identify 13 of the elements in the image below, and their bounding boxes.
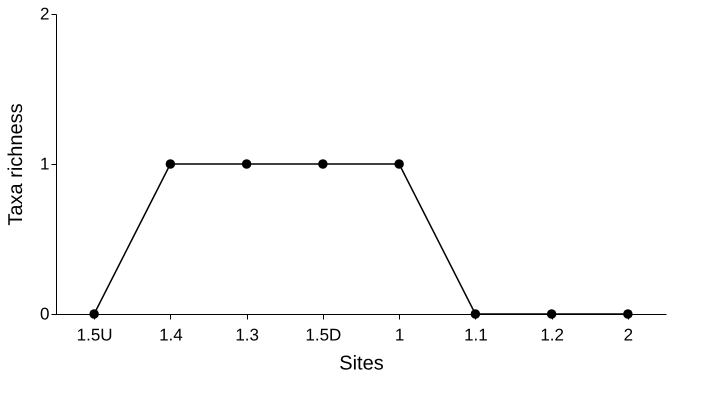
x-tick-label: 1.5U <box>76 326 113 344</box>
y-tick-label: 2 <box>40 4 50 24</box>
x-tick-label: 1.4 <box>159 326 183 344</box>
y-axis-title: Taxa richness <box>5 103 28 226</box>
y-tick-label: 1 <box>40 154 50 174</box>
x-tick-label: 1 <box>394 326 404 344</box>
x-tick-label: 1.1 <box>464 326 488 344</box>
y-tick-label: 0 <box>40 304 50 324</box>
x-tick-label: 1.3 <box>235 326 259 344</box>
x-tick-label: 1.5D <box>305 326 342 344</box>
x-axis-title: Sites <box>339 352 384 374</box>
x-tick-label: 1.2 <box>540 326 564 344</box>
x-tick-label: 2 <box>624 326 634 344</box>
